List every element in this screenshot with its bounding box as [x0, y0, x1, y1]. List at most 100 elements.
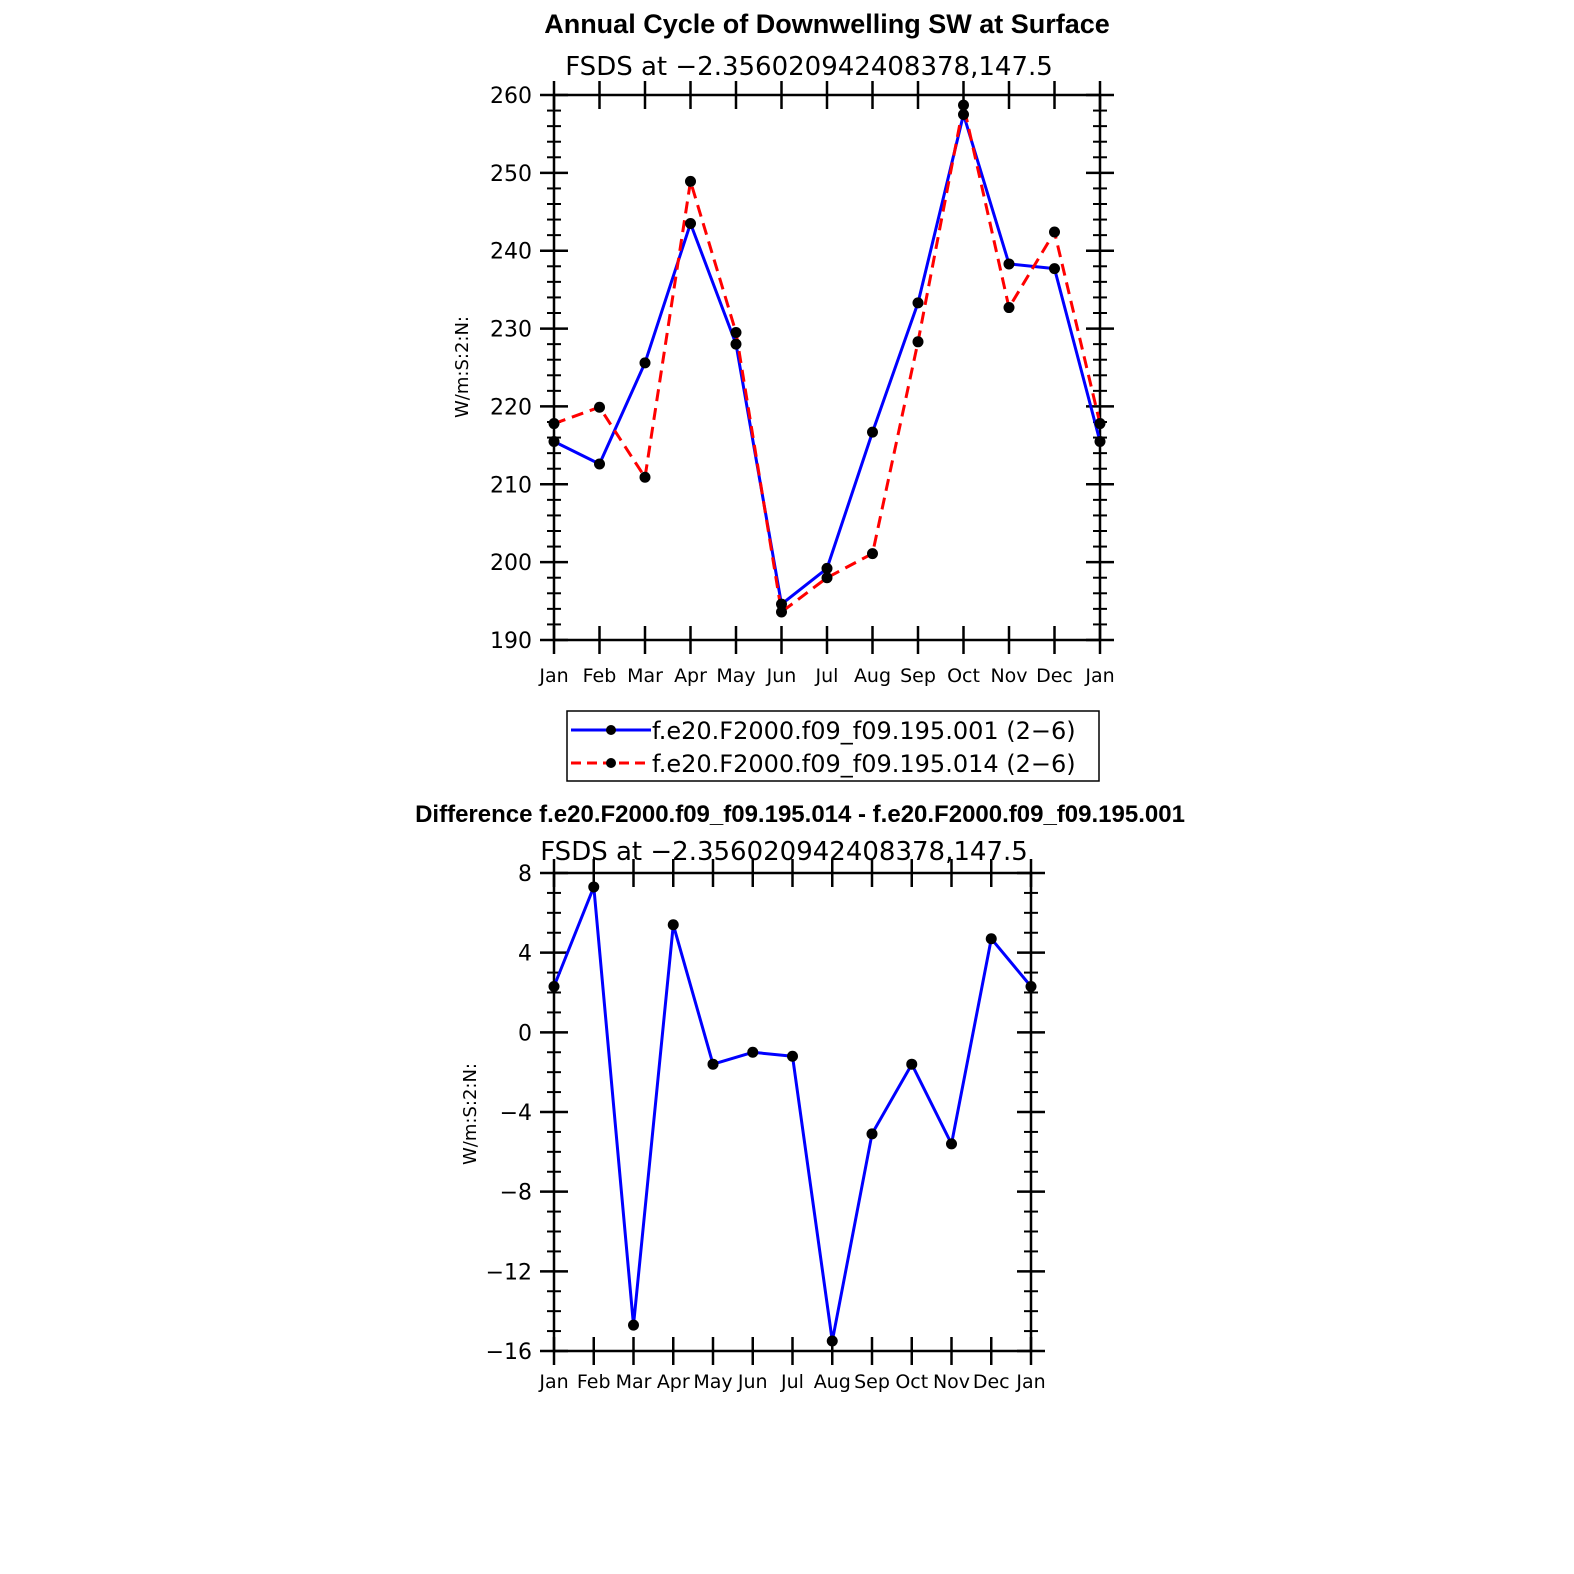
c2-series-1-point: [588, 881, 600, 893]
c2-series-1-point: [866, 1128, 878, 1140]
c1-xtick-label: Jun: [766, 665, 797, 687]
c1-ytick-label: 220: [490, 395, 532, 420]
c2-xtick-label: Aug: [814, 1371, 851, 1393]
c1-xtick-label: Jan: [1084, 665, 1114, 687]
chart1-legend: f.e20.F2000.f09_f09.195.001 (2−6) f.e20.…: [566, 710, 1100, 782]
annual-cycle-chart: Annual Cycle of Downwelling SW at Surfac…: [452, 9, 1115, 782]
c1-series-1-point: [1094, 435, 1106, 447]
chart1-title: Annual Cycle of Downwelling SW at Surfac…: [544, 9, 1110, 39]
c1-xtick-label: Jan: [538, 665, 568, 687]
legend-box: [566, 710, 1100, 782]
c1-ytick-label: 230: [490, 318, 532, 343]
c1-series-1-point: [867, 426, 878, 438]
c1-ytick-label: 240: [490, 240, 532, 265]
c1-xtick-label: Nov: [990, 665, 1027, 687]
c1-ytick-label: 190: [490, 629, 532, 654]
legend-marker-series-2: [606, 758, 616, 768]
c1-ytick-label: 210: [490, 473, 532, 498]
c2-xtick-label: Jul: [780, 1371, 804, 1393]
difference-chart: Difference f.e20.F2000.f09_f09.195.014 -…: [415, 801, 1185, 1393]
legend-label-series-2: f.e20.F2000.f09_f09.195.014 (2−6): [652, 750, 1076, 778]
c1-series-2-point: [958, 99, 969, 111]
c2-series-1-point: [946, 1138, 957, 1150]
chart1-subtitle: FSDS at −2.356020942408378,147.5: [565, 52, 1053, 82]
c1-series-1-point: [594, 458, 605, 470]
chart2-ylabel: W/m:S:2:N:: [460, 1063, 481, 1165]
chart1-ylabel: W/m:S:2:N:: [452, 316, 473, 418]
c2-ytick-label: 4: [518, 942, 532, 967]
c2-xtick-label: Sep: [854, 1371, 890, 1393]
c1-series-line-2: [553, 103, 1102, 614]
c2-series-1-point: [826, 1335, 838, 1347]
c1-xtick-label: May: [716, 665, 755, 687]
c1-ytick-label: 260: [490, 84, 532, 109]
legend-marker-series-1: [606, 725, 616, 735]
c2-ytick-label: 0: [518, 1021, 532, 1046]
chart2-subtitle: FSDS at −2.356020942408378,147.5: [540, 837, 1028, 867]
c1-series-2-point: [639, 471, 651, 483]
c1-ytick-label: 250: [490, 162, 532, 187]
c1-series-1-point: [912, 297, 924, 309]
c1-series-1-point: [639, 357, 651, 369]
c1-series-2-point: [594, 401, 605, 413]
chart2-title: Difference f.e20.F2000.f09_f09.195.014 -…: [415, 801, 1185, 828]
c1-series-2-point: [867, 548, 878, 560]
c1-series-line-1: [553, 113, 1102, 606]
c1-xtick-label: Aug: [854, 665, 891, 687]
c1-series-1-point: [685, 217, 696, 229]
c1-series-1-point: [958, 108, 969, 120]
c2-xtick-label: Feb: [577, 1371, 611, 1393]
c1-series-2-point: [730, 326, 742, 338]
c1-series-1-point: [1049, 263, 1060, 275]
c1-ytick-label: 200: [490, 551, 532, 576]
c2-series-line-1: [552, 885, 1033, 1343]
c1-xtick-label: Sep: [900, 665, 936, 687]
c1-xtick-label: Oct: [947, 665, 980, 687]
c1-series-2-point: [1049, 226, 1060, 238]
c1-series-2-point: [548, 418, 560, 430]
c2-ytick-label: 8: [518, 862, 532, 887]
c1-xtick-label: Apr: [674, 665, 707, 687]
c1-xtick-label: Dec: [1036, 665, 1073, 687]
c2-xtick-label: Oct: [895, 1371, 928, 1393]
c1-series-1-point: [548, 435, 560, 447]
c2-xtick-label: Jun: [737, 1371, 768, 1393]
c2-series-1-point: [906, 1058, 918, 1070]
c1-series-2-point: [821, 572, 833, 584]
c2-series-1-point: [747, 1046, 759, 1058]
c2-xtick-label: Jan: [1015, 1371, 1045, 1393]
c2-xtick-label: Dec: [973, 1371, 1010, 1393]
c2-xtick-label: Apr: [657, 1371, 690, 1393]
c1-series-2-point: [776, 606, 787, 618]
c2-series-1-point: [1025, 981, 1037, 993]
c2-series-1-point: [985, 933, 997, 945]
c2-ytick-label: −16: [486, 1340, 532, 1365]
c1-series-1-point: [1003, 258, 1015, 270]
c2-ytick-label: −8: [500, 1181, 532, 1206]
c2-xtick-label: May: [693, 1371, 732, 1393]
c1-xtick-label: Feb: [583, 665, 617, 687]
c1-series-2-point: [1003, 302, 1015, 314]
c2-series-1-point: [787, 1050, 798, 1062]
c1-series-2-point: [1094, 418, 1106, 430]
c2-xtick-label: Mar: [616, 1371, 652, 1393]
legend-label-series-1: f.e20.F2000.f09_f09.195.001 (2−6): [652, 717, 1076, 745]
c1-series-1-point: [776, 598, 787, 610]
c1-xtick-label: Jul: [815, 665, 839, 687]
c2-ytick-label: −4: [500, 1101, 532, 1126]
c2-xtick-label: Nov: [933, 1371, 970, 1393]
c2-plot-frame: [552, 871, 1033, 1353]
c1-series-1-point: [821, 562, 833, 574]
c1-plot-frame: [552, 93, 1102, 642]
c1-series-2-point: [685, 175, 696, 187]
c2-ytick-label: −12: [486, 1260, 532, 1285]
c1-series-2-point: [912, 336, 924, 348]
c1-xtick-label: Mar: [627, 665, 663, 687]
c2-series-1-point: [548, 981, 560, 993]
c2-series-1-point: [628, 1319, 639, 1331]
c2-xtick-label: Jan: [538, 1371, 568, 1393]
c2-series-1-point: [667, 919, 679, 931]
c2-series-1-point: [707, 1058, 719, 1070]
c1-series-1-point: [730, 338, 742, 350]
